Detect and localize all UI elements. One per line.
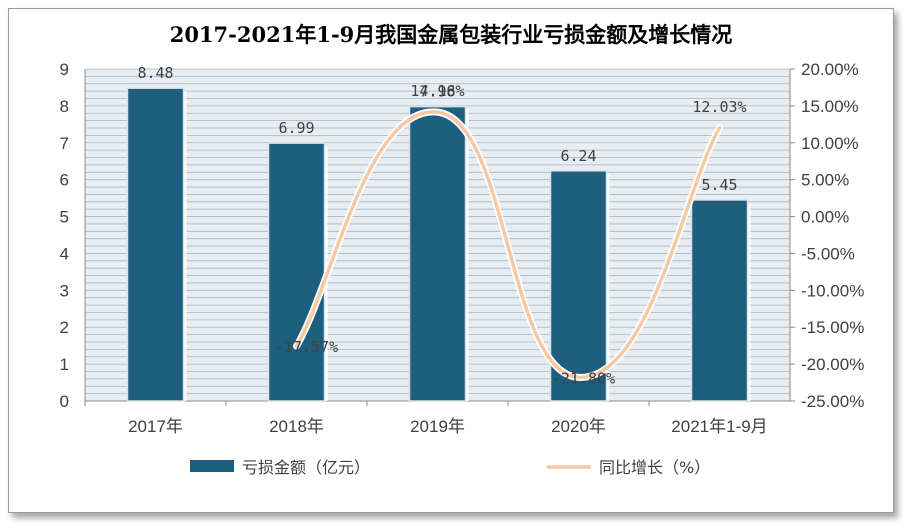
legend-label-bar: 亏损金额（亿元）	[242, 458, 370, 477]
bar-data-label: 6.24	[560, 147, 596, 165]
bar-data-label: 6.99	[278, 119, 314, 137]
y-left-tick-label: 8	[60, 97, 69, 116]
chart-title: 2017-2021年1-9月我国金属包装行业亏损金额及增长情况	[170, 22, 733, 47]
y-right-tick-label: -25.00%	[801, 392, 864, 411]
chart-frame: 2017-2021年1-9月我国金属包装行业亏损金额及增长情况 0 1 2 3 4 5 6 7…	[8, 8, 894, 513]
chart-canvas: 2017-2021年1-9月我国金属包装行业亏损金额及增长情况 0 1 2 3 4 5 6 7…	[60, 22, 865, 477]
y-left-tick-label: 3	[60, 281, 69, 300]
y-left-tick-label: 0	[60, 392, 69, 411]
bar	[549, 170, 608, 402]
plot-area: 0 1 2 3 4 5 6 7 8 9 -25.00% -20.00% -15.00% -10.00% -5…	[60, 60, 865, 436]
y-left-tick-label: 9	[60, 60, 69, 79]
x-tick-label: 2020年	[551, 417, 606, 436]
y-left-tick-label: 2	[60, 318, 69, 337]
y-left-tick-label: 6	[60, 171, 69, 190]
x-tick-label: 2018年	[269, 417, 324, 436]
line-data-label: 12.03%	[692, 98, 746, 116]
y-right-tick-label: -20.00%	[801, 355, 864, 374]
y-left-tick-label: 4	[60, 244, 69, 263]
y-right-tick-label: 15.00%	[801, 97, 859, 116]
bar	[408, 105, 467, 402]
legend-label-line: 同比增长（%）	[599, 458, 710, 477]
x-tick-label: 2017年	[128, 417, 183, 436]
line-data-label: -17.57%	[275, 338, 338, 356]
legend-swatch-bar	[190, 460, 234, 472]
x-tick-label: 2021年1-9月	[671, 417, 767, 436]
y-right-tick-label: 0.00%	[801, 208, 849, 227]
bar	[690, 199, 749, 402]
bar	[126, 87, 185, 402]
bar-data-label: 5.45	[701, 176, 737, 194]
legend: 亏损金额（亿元） 同比增长（%）	[190, 458, 710, 477]
y-left-tick-label: 5	[60, 208, 69, 227]
y-right-tick-label: 10.00%	[801, 134, 859, 153]
line-data-label: -21.80%	[552, 369, 615, 387]
line-data-label: 14.16%	[410, 82, 464, 100]
bar	[267, 142, 326, 402]
y-right-tick-label: 20.00%	[801, 60, 859, 79]
bar-data-label: 7.98	[419, 83, 455, 101]
bar-data-label: 8.48	[137, 64, 173, 82]
y-right-tick-label: -5.00%	[801, 244, 855, 263]
y-right-tick-label: -10.00%	[801, 281, 864, 300]
y-right-tick-label: 5.00%	[801, 171, 849, 190]
x-tick-label: 2019年	[410, 417, 465, 436]
y-left-tick-label: 1	[60, 355, 69, 374]
y-right-tick-label: -15.00%	[801, 318, 864, 337]
growth-line	[294, 110, 722, 380]
y-left-tick-label: 7	[60, 134, 69, 153]
